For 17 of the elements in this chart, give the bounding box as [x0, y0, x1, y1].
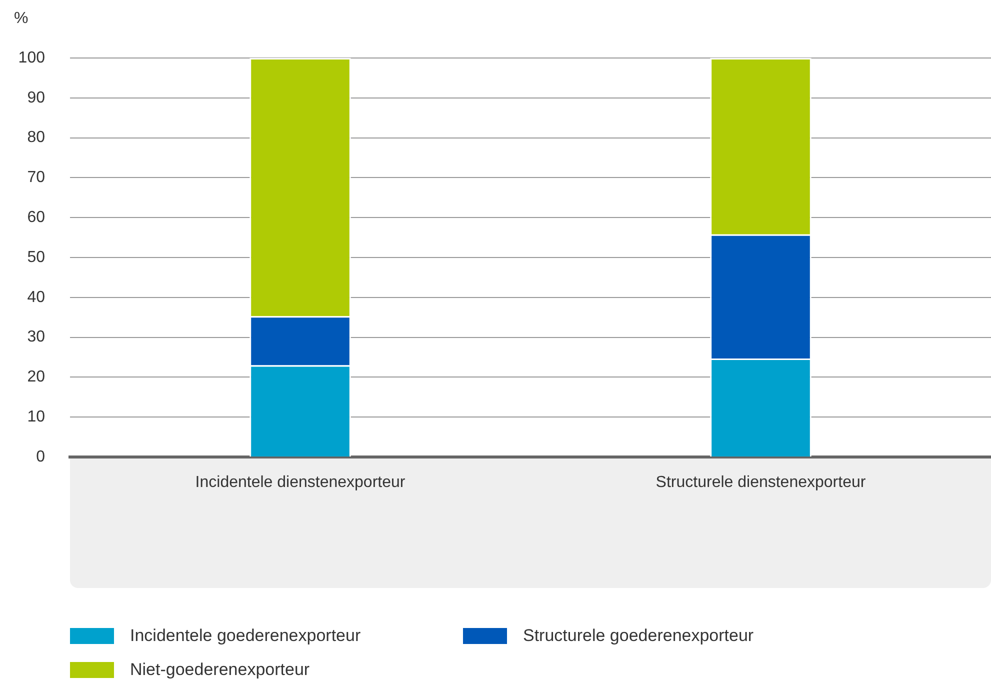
y-tick-label: 20 [27, 368, 46, 386]
y-axis-title: % [14, 10, 28, 28]
x-tick-label: Incidentele dienstenexporteur [195, 474, 406, 492]
y-tick-label: 10 [27, 408, 46, 426]
legend-label: Niet-goederenexporteur [130, 660, 310, 680]
y-tick-label: 0 [36, 448, 46, 466]
y-tick-label: 100 [18, 49, 46, 66]
y-tick-label: 70 [27, 169, 46, 186]
y-tick-label: 90 [27, 89, 46, 106]
legend-label: Incidentele goederenexporteur [130, 626, 361, 646]
y-tick-label: 60 [27, 209, 46, 226]
y-tick-label: 80 [27, 129, 46, 146]
y-tick-label: 30 [27, 328, 46, 346]
y-tick-label: 50 [27, 248, 46, 266]
y-tick-label: 40 [27, 288, 46, 306]
legend-label: Structurele goederenexporteur [523, 626, 754, 646]
x-tick-label: Structurele dienstenexporteur [656, 474, 866, 492]
